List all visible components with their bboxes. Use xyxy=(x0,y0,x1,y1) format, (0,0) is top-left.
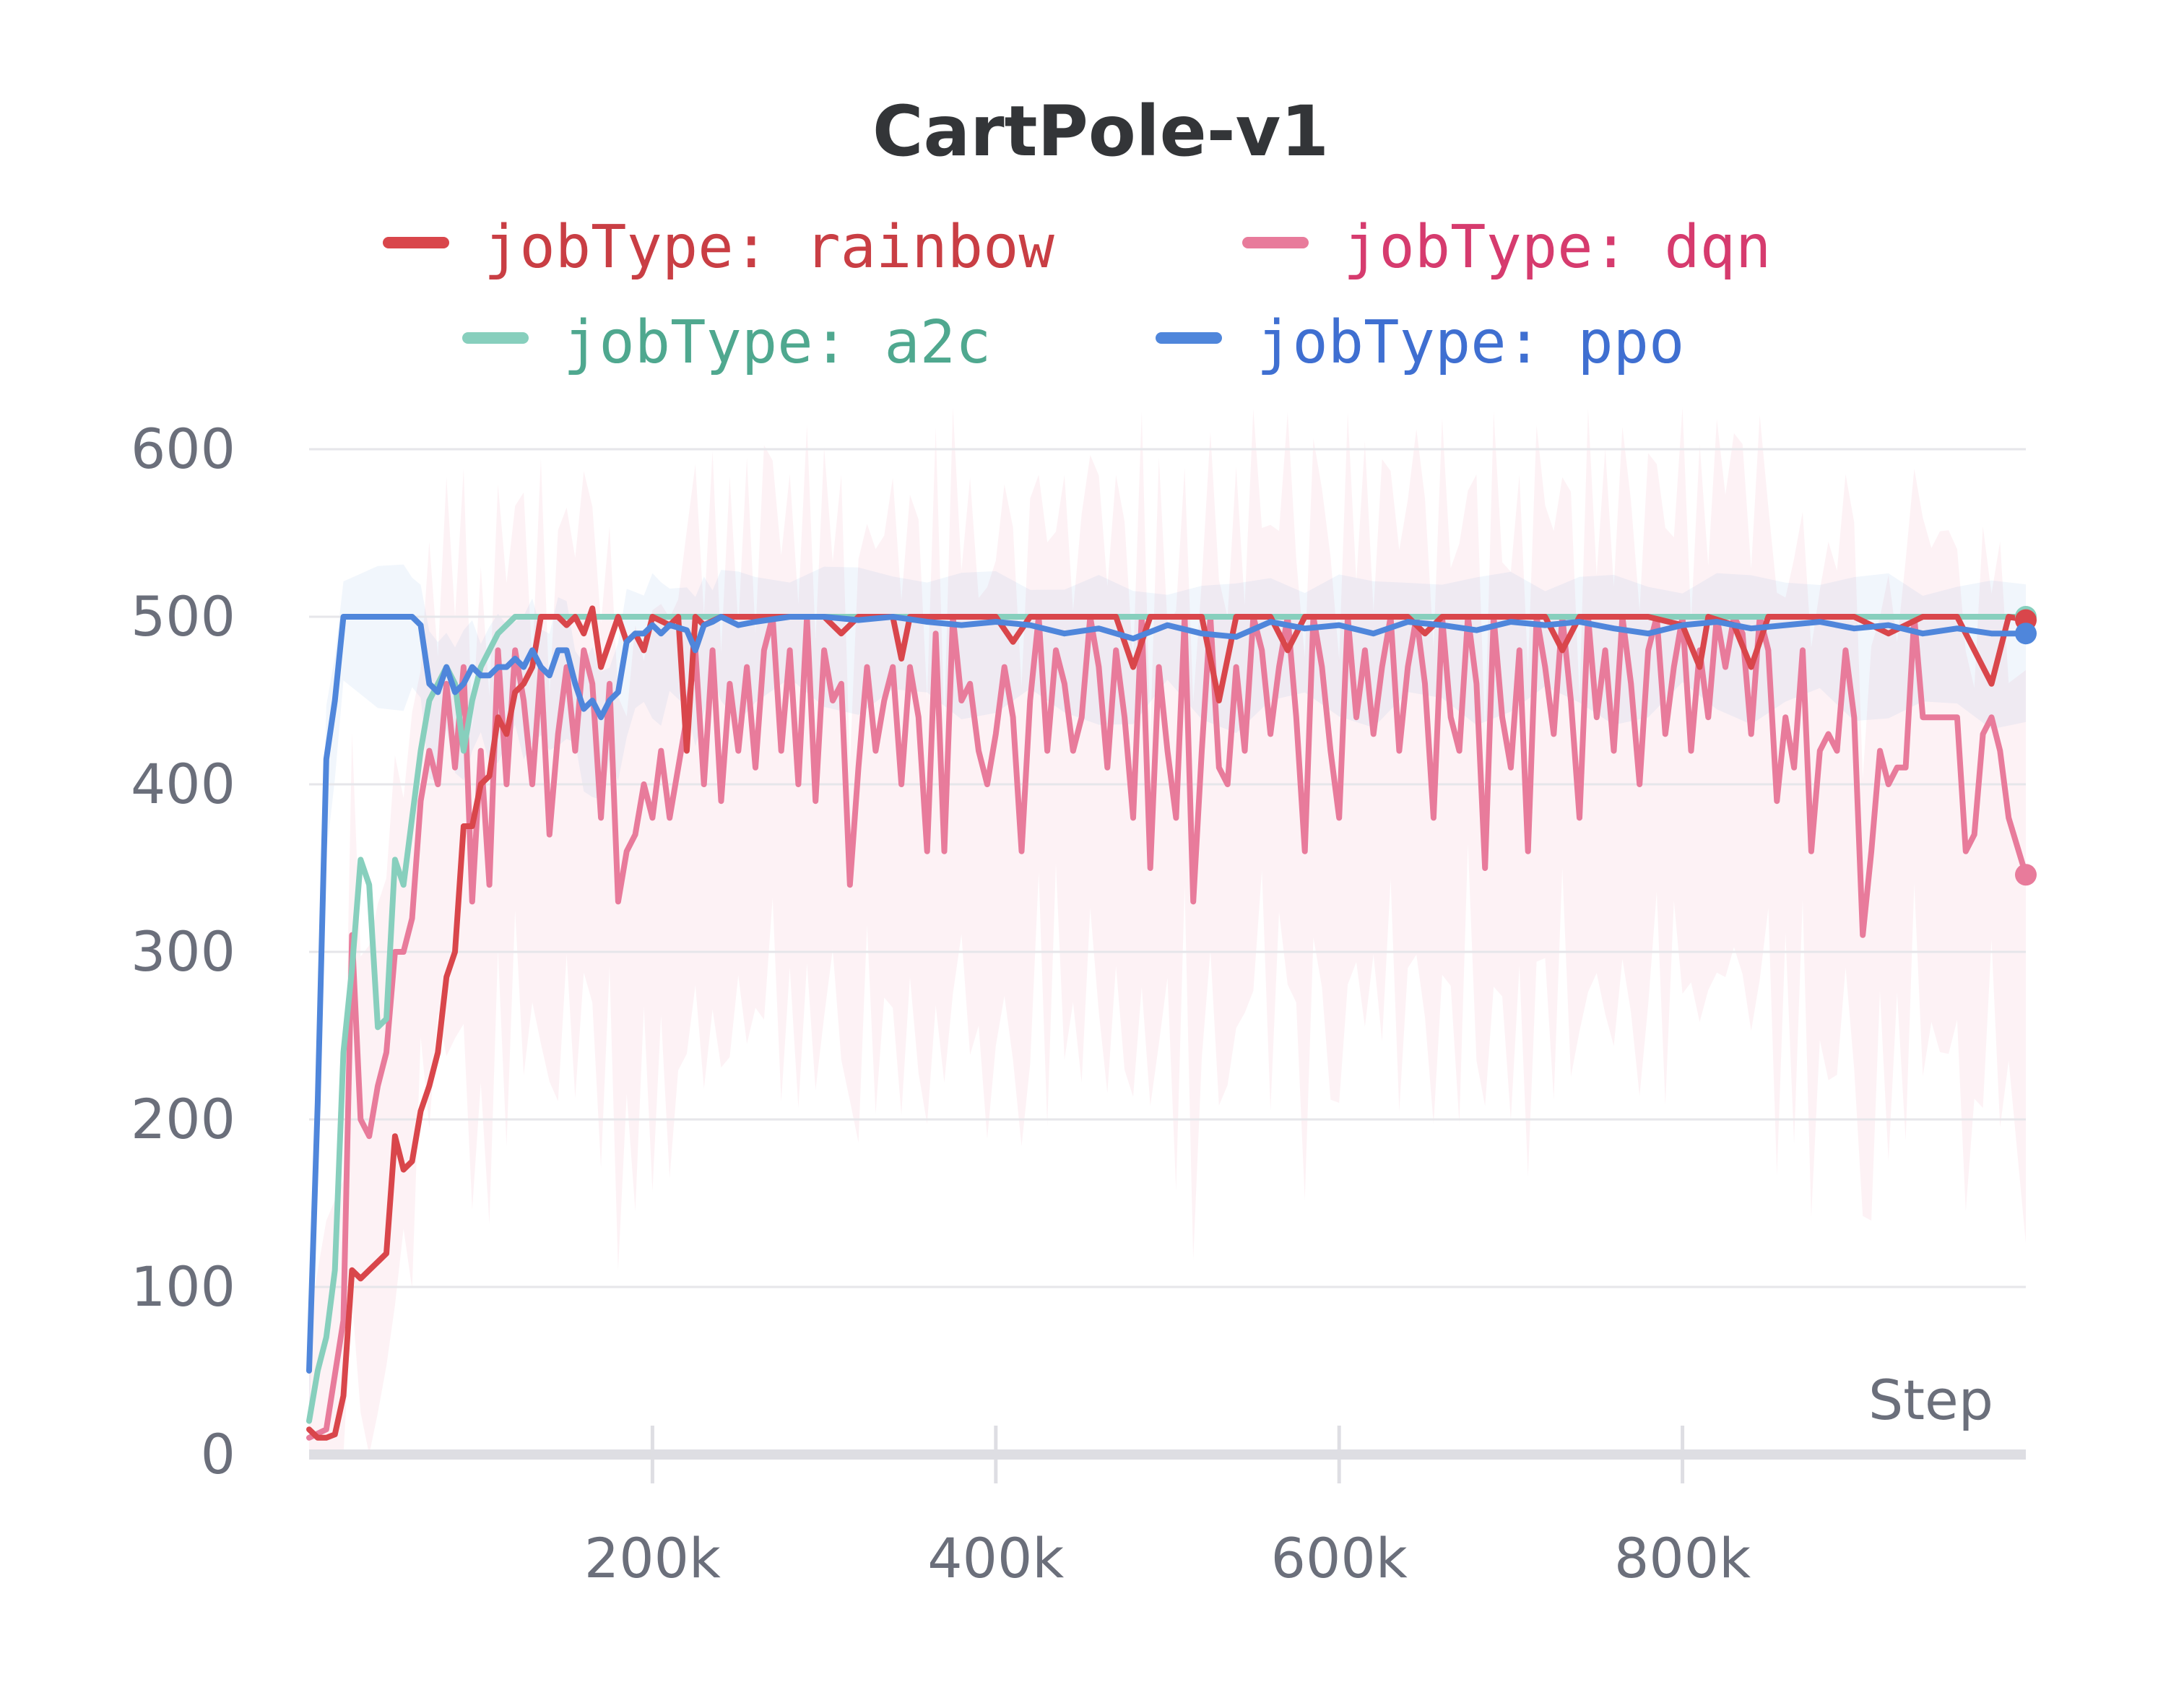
legend-label-rainbow: jobType: rainbow xyxy=(484,213,1055,282)
x-axis-label: Step xyxy=(1868,1368,1993,1432)
axes xyxy=(309,1426,2026,1483)
y-tick-label-300: 300 xyxy=(131,919,235,984)
y-tick-label-0: 0 xyxy=(201,1422,235,1486)
legend-item-ppo[interactable]: jobType: ppo xyxy=(1156,308,1684,377)
series-end-markers xyxy=(2015,606,2037,886)
x-tick-label-400k: 400k xyxy=(927,1526,1064,1590)
series-line-a2c xyxy=(306,614,2029,1424)
legend-swatch-rainbow xyxy=(383,237,449,248)
band-dqn xyxy=(309,407,2026,1455)
series-line-ppo xyxy=(306,614,2029,1374)
legend-label-a2c: jobType: a2c xyxy=(563,308,991,377)
legend-item-rainbow[interactable]: jobType: rainbow xyxy=(383,213,1055,282)
y-tick-label-100: 100 xyxy=(131,1254,235,1319)
y-tick-label-200: 200 xyxy=(131,1087,235,1151)
series-lines xyxy=(306,605,2029,1441)
x-tick-label-200k: 200k xyxy=(584,1526,721,1590)
legend-item-a2c[interactable]: jobType: a2c xyxy=(462,308,991,377)
tick-labels: 0 100 200 300 400 500 600 200k 400k 600k 800k xyxy=(131,417,1751,1590)
end-marker-dqn xyxy=(2015,864,2037,886)
legend: jobType: rainbow jobType: dqn jobType: a… xyxy=(383,213,1771,377)
x-tick-label-800k: 800k xyxy=(1614,1526,1751,1590)
chart-title: CartPole-v1 xyxy=(872,91,1329,172)
legend-swatch-ppo xyxy=(1156,332,1222,344)
legend-swatch-a2c xyxy=(462,332,529,344)
y-tick-label-400: 400 xyxy=(131,752,235,816)
legend-label-dqn: jobType: dqn xyxy=(1343,213,1771,282)
x-tick-label-600k: 600k xyxy=(1271,1526,1408,1590)
band-ppo xyxy=(309,564,2026,1426)
legend-label-ppo: jobType: ppo xyxy=(1257,308,1684,377)
y-tick-label-500: 500 xyxy=(131,584,235,649)
y-tick-label-600: 600 xyxy=(131,417,235,481)
legend-item-dqn[interactable]: jobType: dqn xyxy=(1242,213,1771,282)
confidence-bands xyxy=(309,407,2026,1455)
legend-swatch-dqn xyxy=(1242,237,1309,248)
end-marker-ppo xyxy=(2015,623,2037,645)
